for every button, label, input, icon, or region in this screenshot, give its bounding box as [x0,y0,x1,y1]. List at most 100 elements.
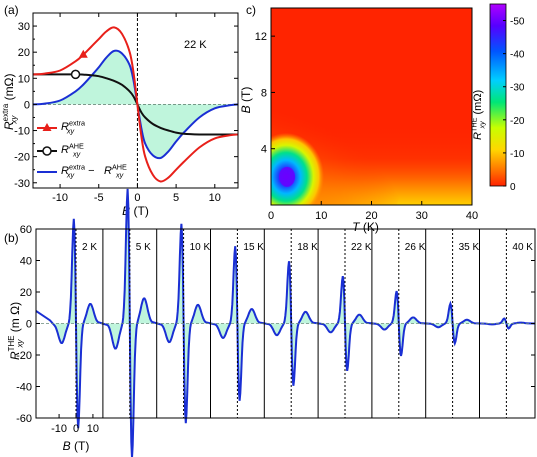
colorbar-tick-label: -30 [510,83,525,94]
y-tick-label: 20 [20,287,32,299]
x-tick-label: 10 [315,210,327,222]
sweep-temperature-label: 18 K [297,242,318,253]
sweep-temperature-label: 10 K [190,242,211,253]
colorbar-label-tail: (mΩ) [472,90,484,118]
x-tick-label: 10 [87,423,99,435]
y-tick-label: -20 [14,152,30,164]
colorbar-label-main: R [472,132,484,140]
x-tick-label: -10 [51,423,67,435]
series-marker-triangle [78,49,88,58]
y-axis-label-text: RTHExy (m Ω) [7,302,25,360]
colorbar-tick-label: -20 [510,116,525,127]
legend-label-2: RAHE xy [104,162,127,179]
legend-label-text: Rextra xy [61,118,86,135]
y-axis-label-text-part: B [239,105,253,113]
y-tick-label: -30 [14,178,30,190]
colorbar-label-sup: THE [469,117,478,132]
legend-label-sup: extra [69,118,86,127]
colorbar-tick-label: -40 [510,50,525,61]
panel-b: (b) 2 K 5 K 10 K 15 K 18 K 22 K 26 K 35 K 40 K -60… [4,188,536,457]
heatmap-minimum-core [279,166,296,187]
panel-label: (b) [4,231,19,245]
legend-label: RAHE xy [61,141,84,158]
colorbar-label-text: RTHExy (mΩ) [469,90,486,140]
sweep-temperature-label: 5 K [136,242,151,253]
sweep-temperature-label: 2 K [82,242,97,253]
x-tick-label: 0 [268,210,274,222]
panel-c: c) 0 10 20 30 40 4 8 12 T (K) B (T) -50 -40 -30 -20 -10… [239,3,525,234]
plot-frame [32,12,239,189]
x-tick-label: -5 [94,192,104,204]
colorbar-label-sub: xy [477,121,486,130]
plot-area [33,13,238,188]
y-tick-label: 8 [261,87,267,99]
legend-label: Rextra xy − [61,162,95,179]
colorbar-tick-label: 0 [510,182,516,193]
legend-label-main: R [61,121,69,133]
legend-label-main: R [61,144,69,156]
y-axis-label-sub: xy [10,115,19,125]
colorbar-label: RTHExy (mΩ) [469,90,486,140]
y-tick-label: 60 [20,224,32,236]
x-tick-label: 10 [209,192,221,204]
x-tick-label: -10 [52,192,68,204]
x-axis-label-part: (T) [71,439,90,453]
y-axis-label: RTHExy (m Ω) [7,302,25,360]
colorbar-tick-label: -10 [510,149,525,160]
legend-label: Rextra xy [61,118,86,135]
colorbar-tick-label: -50 [510,17,525,28]
legend-label-2-sub: xy [115,170,124,179]
y-axis-label-text: B (T) [239,87,253,114]
y-axis-label: Rextraxy (mΩ) [1,73,19,130]
y-axis-label-tail: (m Ω) [8,302,22,336]
thermal-fill [33,50,238,159]
series-line-R_xy^AHE [33,73,238,136]
panel-label: c) [246,3,256,17]
legend-label-sup: AHE [69,141,84,150]
y-tick-label: 20 [18,47,30,59]
panel-label: (a) [4,3,19,17]
y-tick-label: 0 [24,99,30,111]
sweep-temperature-label: 26 K [405,242,426,253]
y-tick-label: -60 [16,413,32,425]
y-tick-label: 30 [18,21,30,33]
y-tick-label: -20 [16,350,32,362]
x-axis-label-part: (T) [130,204,149,218]
sweep-temperature-label: 22 K [351,242,372,253]
x-tick-label: 0 [134,192,140,204]
y-tick-label: 4 [261,144,267,156]
y-tick-label: -40 [16,382,32,394]
y-tick-label: 12 [255,31,267,43]
y-axis-label-sup: extra [1,103,10,121]
sweep-temperature-label: 15 K [243,242,264,253]
legend-label-sub: xy [66,126,75,135]
x-axis-label-part: B [63,439,71,453]
y-tick-label: -10 [14,126,30,138]
colorbar-gradient [489,3,507,187]
y-tick-label: 10 [18,73,30,85]
x-tick-label: 20 [365,210,377,222]
y-axis-label-sub: xy [16,338,25,348]
series-marker-circle [70,69,81,80]
legend-marker [42,123,52,131]
legend-label-main: R [61,165,69,177]
legend-label-2-sup: AHE [112,162,127,171]
y-axis-label-text: Rextraxy (mΩ) [1,73,19,130]
legend-label-2-text: RAHE xy [104,162,127,179]
sweep-fill-5 K [107,188,152,457]
sweep-temperature-label: 35 K [459,242,480,253]
legend-label-text: Rextra xy − [61,162,95,179]
x-tick-label: 40 [466,210,478,222]
colorbar: -50 -40 -30 -20 -10 0 RTHExy (mΩ) [469,3,525,193]
legend-label-text: RAHE xy [61,141,84,158]
heatmap-minimum-region [271,132,325,205]
y-axis-label-main: R [2,121,16,130]
x-tick-label: 30 [416,210,428,222]
x-tick-label: 5 [173,192,179,204]
legend-label-sup: extra [69,162,86,171]
x-axis-label: T (K) [352,220,379,234]
heatmap-cells [271,8,472,205]
